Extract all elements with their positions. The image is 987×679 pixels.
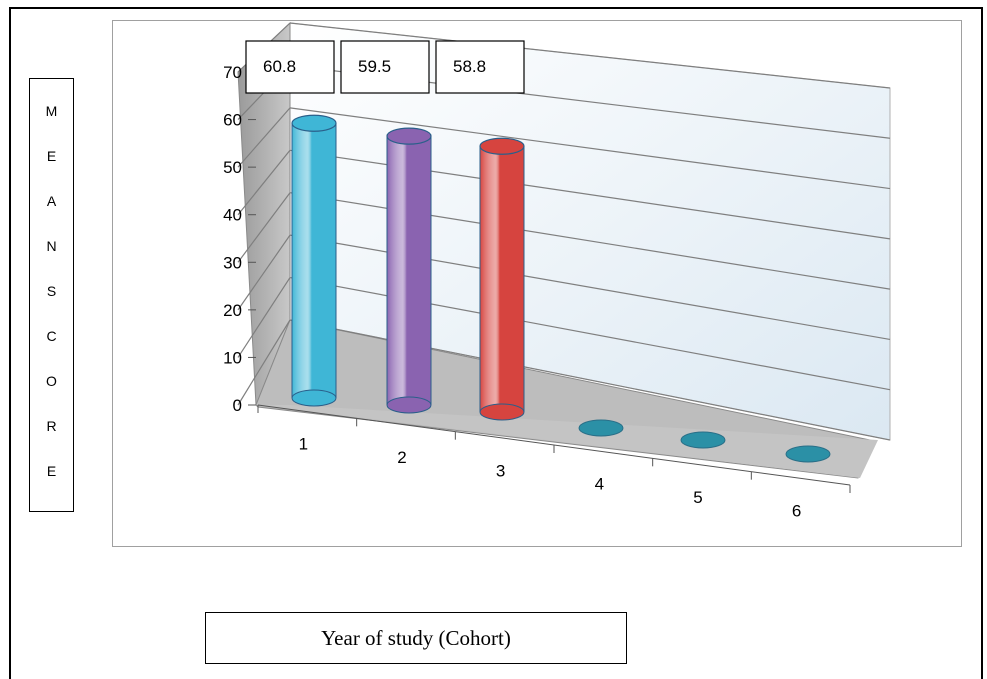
side-gridline [237, 319, 291, 406]
data-label: 59.5 [340, 40, 430, 94]
side-gridline [237, 277, 291, 358]
data-label: 58.8 [435, 40, 525, 94]
y-axis-title-letter: E [46, 148, 57, 164]
x-tick-label: 1 [299, 435, 308, 454]
x-tick-label: 2 [397, 448, 406, 467]
bar-top [291, 114, 337, 132]
y-tick-label: 20 [223, 301, 242, 320]
y-axis-title-letter: S [46, 283, 57, 299]
x-axis-title: Year of study (Cohort) [205, 612, 627, 664]
x-tick-label: 3 [496, 461, 505, 480]
y-tick-label: 70 [223, 63, 242, 82]
bars [291, 114, 831, 463]
data-label: 60.8 [245, 40, 335, 94]
data-label-box [245, 40, 335, 94]
bar-top [479, 137, 525, 155]
bar-top [386, 127, 432, 145]
y-axis-title-letter: A [46, 193, 57, 209]
y-axis-title-letter: R [46, 418, 57, 434]
y-axis-title: M E A N S C O R E [29, 78, 74, 512]
data-label-box [340, 40, 430, 94]
bar [785, 445, 831, 463]
floor-shade [256, 405, 878, 478]
data-labels: 60.8 59.5 58.8 [245, 40, 525, 94]
y-tick-label: 0 [233, 396, 242, 415]
bar-shine [387, 136, 431, 406]
y-axis-title-letter: O [46, 373, 57, 389]
figure-frame [9, 7, 983, 679]
x-tick-label: 6 [792, 501, 801, 520]
y-axis-title-letter: N [46, 238, 57, 254]
data-label-box [435, 40, 525, 94]
data-label-text: 60.8 [263, 57, 296, 76]
side-gridline [237, 234, 291, 311]
data-label-text: 59.5 [358, 57, 391, 76]
y-axis-title-letter: M [45, 103, 58, 119]
side-gridline [237, 192, 291, 263]
y-axis-title-letter: E [46, 463, 57, 479]
x-tick-label: 4 [595, 475, 604, 494]
gridline [289, 107, 891, 190]
y-axis: 0 10 20 30 40 50 60 70 [223, 63, 256, 415]
bar-base [479, 403, 525, 421]
x-tick-label: 5 [693, 488, 702, 507]
gridline [289, 22, 891, 89]
side-gridline [237, 107, 291, 168]
y-tick-label: 10 [223, 348, 242, 367]
bar [578, 419, 624, 437]
y-tick-label: 60 [223, 111, 242, 130]
y-tick-label: 50 [223, 158, 242, 177]
y-tick-label: 30 [223, 253, 242, 272]
bar [680, 431, 726, 449]
data-label-text: 58.8 [453, 57, 486, 76]
bar [386, 127, 432, 414]
bar-base [291, 389, 337, 407]
bar-shine [480, 146, 524, 413]
bar [291, 114, 337, 407]
bar-zero-disc [785, 445, 831, 463]
bar [479, 137, 525, 421]
side-gridline [237, 149, 291, 216]
y-axis-title-letter: C [46, 328, 57, 344]
bar-zero-disc [680, 431, 726, 449]
x-axis: 1 2 3 4 5 6 [257, 404, 851, 520]
bar-base [386, 396, 432, 414]
y-tick-label: 40 [223, 206, 242, 225]
bar-shine [292, 123, 336, 399]
bar-zero-disc [578, 419, 624, 437]
